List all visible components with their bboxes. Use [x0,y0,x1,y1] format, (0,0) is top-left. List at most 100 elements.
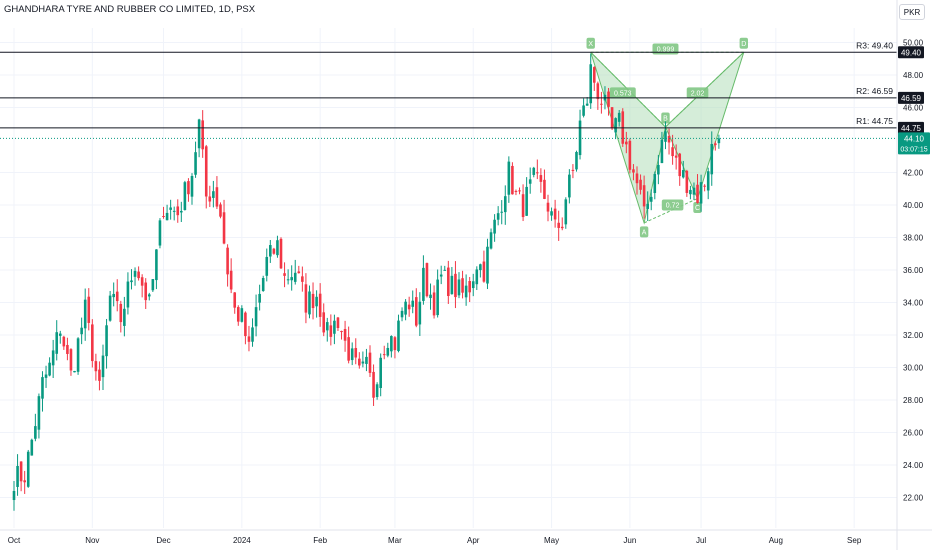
candle-body [479,264,482,271]
candle-body [283,273,286,276]
candle-body [429,294,432,299]
candle-body [671,147,674,157]
time-tick-label: Aug [769,536,783,545]
candle-body [308,291,311,315]
currency-button[interactable]: PKR [899,4,925,20]
candle-body [546,202,550,212]
candle-body [635,173,639,184]
candle-body [169,207,172,210]
candle-body [126,281,130,308]
level-tag-r3 [898,46,924,59]
candle-body [119,303,123,323]
candle-body [585,103,589,106]
candle-body [692,187,696,195]
candle-body [454,273,457,298]
candle-body [293,272,297,282]
candle-body [390,336,393,352]
candle-body [439,274,443,277]
time-axis[interactable]: Oct Nov Dec 2024 Feb Mar Apr May Jun Jul Aug Sep [0,529,932,545]
price-tick-label: 46.00 [903,104,924,113]
time-tick-label: Sep [847,536,862,545]
candle-body [233,292,237,308]
candle-body [642,185,646,207]
candle-body [411,300,415,307]
candle-body [66,344,69,354]
pattern-point-d: D [741,41,746,48]
candle-body [244,312,247,337]
candle-body [69,349,73,371]
candle-body [16,465,19,487]
candle-body [343,329,347,341]
candle-body [290,277,293,281]
candle-body [500,211,504,213]
candle-body [87,296,91,323]
price-tick-label: 48.00 [903,71,924,80]
price-tick-label: 36.00 [903,266,924,275]
price-tick-label: 50.00 [903,39,924,48]
candle-body [286,279,290,281]
time-tick-label: Jul [696,536,706,545]
candle-body [400,310,404,318]
price-axis[interactable]: 22.00 24.00 26.00 28.00 30.00 32.00 34.00 36.00… [896,0,924,550]
level-tag-r2 [898,91,924,104]
candle-body [201,120,204,150]
candle-body [375,384,379,398]
price-tick-label: 28.00 [903,396,924,405]
candle-body [176,206,180,216]
level-tag-text-r1: 44.75 [901,124,922,133]
price-tick-label: 38.00 [903,234,924,243]
candle-body [51,350,55,366]
candle-body [511,165,514,195]
candle-body [536,172,539,174]
price-tick-label: 22.00 [903,494,924,503]
candle-body [315,296,318,307]
candle-body [557,222,560,228]
candle-body [703,185,706,187]
candle-body [414,297,418,326]
candle-body [607,91,610,107]
candle-body [397,320,400,352]
candle-body [649,196,653,202]
candle-body [532,167,536,175]
pivot-levels[interactable]: R3: 49.40 R2: 46.59 R1: 44.75 [0,40,897,139]
candle-body [247,336,251,342]
level-tag-text-r3: 49.40 [901,48,922,57]
candle-body [26,451,30,487]
chart-title: GHANDHARA TYRE AND RUBBER CO LIMITED, 1D… [4,4,256,15]
time-tick-label: Oct [8,536,21,545]
candle-body [550,211,553,216]
pattern-point-x: X [588,41,593,48]
candle-body [564,199,568,225]
candle-body [105,325,108,357]
candle-body [361,361,365,364]
candle-body [393,337,397,351]
candle-body [600,103,603,105]
harmonic-pattern[interactable]: X A B C D 0.573 0.72 2.02 0.999 [586,37,748,238]
price-tick-label: 26.00 [903,429,924,438]
candle-body [112,293,115,298]
candle-body [297,271,301,274]
candle-body [212,191,215,198]
candle-body [425,263,429,297]
pattern-ratio-box [609,87,636,99]
candle-body [514,190,518,192]
candle-body [365,356,368,364]
candle-body [379,357,382,389]
price-tick-label: 40.00 [903,201,924,210]
candle-body [318,293,322,317]
candle-body [657,164,660,175]
candle-body [717,138,721,144]
candle-body [632,169,635,173]
last-price-countdown: 03:07:15 [900,146,927,153]
pattern-point-c-box [693,202,702,213]
candle-body [219,204,222,217]
pattern-leg-bd [665,51,745,128]
pattern-point-b-box [661,112,670,124]
candle-body [525,186,528,216]
level-label-r3: R3: 49.40 [856,40,893,50]
time-tick-label: 2024 [233,536,251,545]
grid-lines [0,28,897,528]
candle-body [646,203,649,209]
time-tick-label: Nov [85,536,99,545]
